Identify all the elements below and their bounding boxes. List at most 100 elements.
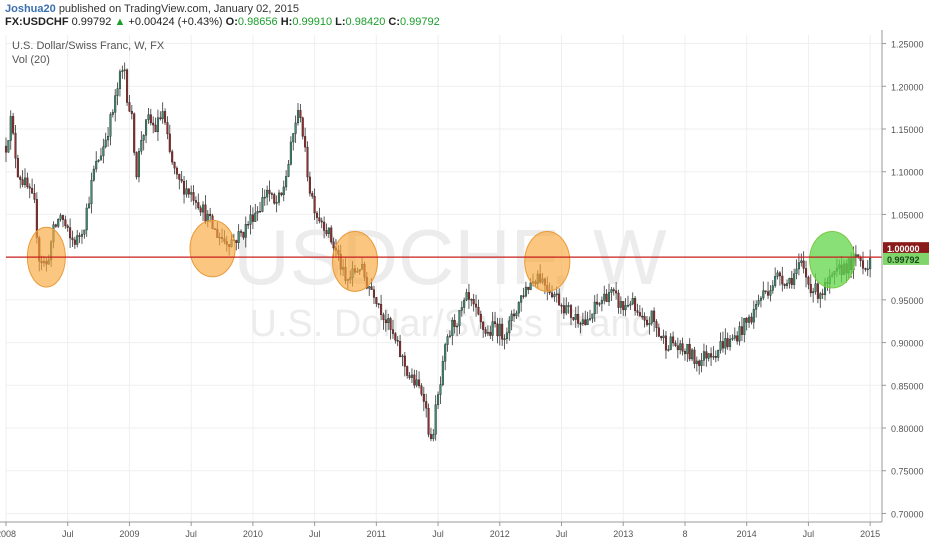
candle-body [406, 366, 409, 376]
candle-body [786, 283, 789, 286]
candle-body [731, 337, 734, 340]
candle-body [667, 349, 670, 351]
candle-body [78, 235, 81, 237]
candle-body [629, 303, 632, 306]
candle-body [261, 197, 264, 212]
candle-body [130, 111, 133, 114]
axes: 1.25000 1.20000 1.15000 1.10000 1.05000 0.950… [0, 30, 924, 539]
candle-body [242, 232, 245, 238]
candle-body [558, 293, 561, 306]
candle-body [750, 316, 753, 323]
candle-body [254, 212, 257, 222]
candle-body [864, 268, 867, 270]
candle-body [527, 286, 530, 290]
candle-body [258, 210, 262, 213]
candle-body [465, 292, 468, 301]
candle-body [118, 71, 121, 89]
candle-body [807, 276, 810, 285]
price-chart[interactable]: USDCHF, W U.S. Dollar/Swiss Franc 1.2500… [0, 30, 932, 550]
candle-body [401, 355, 404, 358]
candle-body [21, 179, 24, 185]
candle-body [508, 320, 511, 334]
candle-body [636, 310, 639, 313]
candle-body [437, 394, 440, 405]
candle-body [159, 117, 162, 120]
candle-body [491, 321, 494, 336]
candle-body [320, 220, 323, 223]
candle-body [306, 146, 309, 178]
resistance-price-tag-bg [883, 242, 929, 255]
candle-body [80, 234, 83, 237]
candle-body [178, 174, 181, 180]
y-tick-label: 0.80000 [891, 424, 924, 434]
candle-body [384, 319, 387, 324]
candle-body [603, 293, 606, 301]
candle-body [778, 272, 781, 277]
symbol-label[interactable]: FX:USDCHF [5, 16, 69, 28]
candle-body [434, 404, 437, 435]
candle-body [282, 186, 285, 196]
candle-body [453, 319, 456, 327]
candle-body [814, 283, 817, 292]
candle-body [54, 224, 57, 227]
orange-highlight-ellipse[interactable] [331, 231, 379, 292]
candle-body [648, 322, 651, 325]
candle-body [308, 176, 311, 194]
up-arrow-icon: ▲ [114, 16, 126, 28]
candle-body [133, 113, 136, 153]
candle-body [619, 301, 622, 308]
candle-body [444, 344, 447, 362]
candle-body [285, 176, 288, 188]
candle-body [861, 260, 865, 269]
author-link[interactable]: Joshua20 [5, 3, 56, 15]
candle-body [12, 116, 15, 134]
candle-body [607, 292, 611, 302]
candle-body [325, 230, 328, 234]
candle-body [783, 283, 786, 286]
candle-body [109, 114, 112, 137]
candle-body [638, 312, 641, 317]
candle-body [154, 124, 157, 133]
candle-body [505, 332, 508, 340]
candle-body [33, 193, 36, 200]
candle-body [197, 202, 200, 209]
candle-body [166, 122, 169, 135]
green-highlight-ellipse[interactable] [809, 231, 856, 289]
candle-body [574, 313, 577, 320]
candle-body [698, 360, 701, 366]
candle-body [683, 351, 686, 355]
candle-body [377, 303, 380, 305]
candle-body [114, 95, 117, 113]
x-tick-label: 2015 [860, 529, 880, 539]
orange-highlight-ellipse[interactable] [524, 231, 571, 292]
candle-body [591, 313, 594, 319]
x-tick-label: 2011 [367, 529, 386, 539]
candle-body [795, 268, 798, 274]
candle-body [239, 231, 243, 233]
candle-body [669, 336, 672, 350]
candle-body [463, 299, 466, 308]
candle-body [615, 290, 618, 294]
candle-body [235, 240, 238, 243]
x-tick-label: 8 [682, 529, 687, 539]
last-price: 0.99792 [71, 16, 112, 28]
candle-body [757, 300, 760, 305]
candle-body [581, 319, 584, 325]
candle-body [712, 355, 715, 358]
y-tick-label: 1.25000 [891, 40, 924, 50]
candle-body [95, 161, 98, 170]
candle-body [413, 374, 416, 386]
candle-body [173, 161, 176, 169]
candle-body [149, 114, 152, 124]
candle-body [482, 321, 485, 330]
orange-highlight-ellipse[interactable] [189, 219, 236, 278]
x-tick-label: Jul [62, 529, 74, 539]
candle-body [674, 342, 677, 346]
candle-body [391, 329, 394, 334]
candle-body [503, 338, 506, 341]
volume-label: Vol (20) [12, 54, 50, 66]
x-tick-label: 2012 [490, 529, 510, 539]
candle-body [622, 301, 625, 311]
candle-body [266, 189, 269, 198]
candle-body [301, 117, 304, 137]
